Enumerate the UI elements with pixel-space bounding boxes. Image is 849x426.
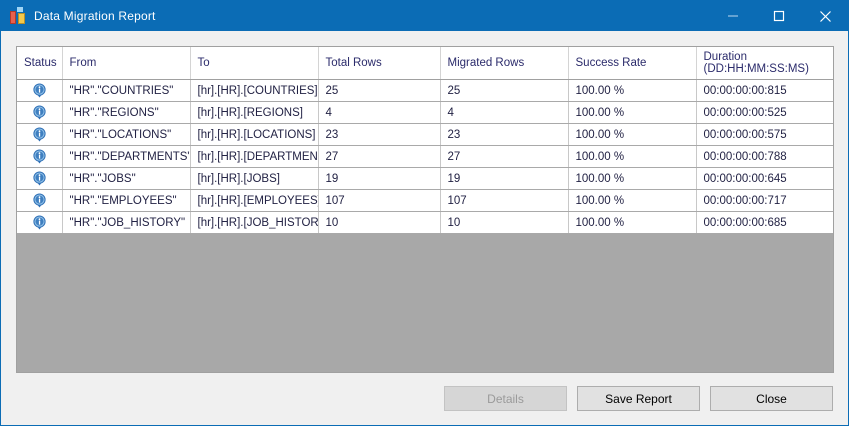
column-header-duration[interactable]: Duration (DD:HH:MM:SS:MS) <box>696 47 833 80</box>
column-header-to[interactable]: To <box>190 47 319 80</box>
column-header-status[interactable]: Status <box>17 47 63 80</box>
cell-total-rows: 107 <box>318 189 441 212</box>
table-row[interactable]: "HR"."DEPARTMENTS" [hr].[HR].[DEPARTMENT… <box>17 145 833 168</box>
table-row[interactable]: "HR"."EMPLOYEES" [hr].[HR].[EMPLOYEES] 1… <box>17 189 833 212</box>
cell-duration: 00:00:00:00:575 <box>696 123 833 146</box>
minimize-button[interactable] <box>710 1 756 31</box>
chart-bars-icon <box>9 7 27 25</box>
cell-migrated-rows: 4 <box>440 101 569 124</box>
cell-from: "HR"."JOB_HISTORY" <box>62 211 191 234</box>
table-row[interactable]: "HR"."COUNTRIES" [hr].[HR].[COUNTRIES] 2… <box>17 79 833 102</box>
status-cell <box>17 79 63 102</box>
cell-total-rows: 25 <box>318 79 441 102</box>
window-controls <box>710 1 848 31</box>
cell-to: [hr].[HR].[JOB_HISTORY] <box>190 211 319 234</box>
cell-total-rows: 10 <box>318 211 441 234</box>
table-row[interactable]: "HR"."JOB_HISTORY" [hr].[HR].[JOB_HISTOR… <box>17 211 833 234</box>
cell-duration: 00:00:00:00:645 <box>696 167 833 190</box>
status-cell <box>17 101 63 124</box>
window-title: Data Migration Report <box>34 9 156 23</box>
column-header-migrated-rows[interactable]: Migrated Rows <box>440 47 569 80</box>
status-cell <box>17 211 63 234</box>
cell-success-rate: 100.00 % <box>568 123 697 146</box>
table-row[interactable]: "HR"."JOBS" [hr].[HR].[JOBS] 19 19 100.0… <box>17 167 833 190</box>
details-button[interactable]: Details <box>444 386 567 411</box>
cell-duration: 00:00:00:00:815 <box>696 79 833 102</box>
column-header-total-rows[interactable]: Total Rows <box>318 47 441 80</box>
cell-duration: 00:00:00:00:788 <box>696 145 833 168</box>
cell-migrated-rows: 27 <box>440 145 569 168</box>
table-row[interactable]: "HR"."LOCATIONS" [hr].[HR].[LOCATIONS] 2… <box>17 123 833 146</box>
client-area: Status From To Total Rows Migrated Rows … <box>1 31 848 425</box>
cell-from: "HR"."LOCATIONS" <box>62 123 191 146</box>
cell-success-rate: 100.00 % <box>568 167 697 190</box>
table-body: "HR"."COUNTRIES" [hr].[HR].[COUNTRIES] 2… <box>17 79 833 234</box>
cell-success-rate: 100.00 % <box>568 101 697 124</box>
results-table: Status From To Total Rows Migrated Rows … <box>17 47 833 234</box>
info-icon <box>32 105 47 121</box>
table-row[interactable]: "HR"."REGIONS" [hr].[HR].[REGIONS] 4 4 1… <box>17 101 833 124</box>
cell-from: "HR"."DEPARTMENTS" <box>62 145 191 168</box>
cell-to: [hr].[HR].[LOCATIONS] <box>190 123 319 146</box>
cell-total-rows: 23 <box>318 123 441 146</box>
title-bar: Data Migration Report <box>1 1 848 31</box>
cell-to: [hr].[HR].[DEPARTMENTS] <box>190 145 319 168</box>
cell-success-rate: 100.00 % <box>568 79 697 102</box>
cell-duration: 00:00:00:00:525 <box>696 101 833 124</box>
status-cell <box>17 167 63 190</box>
close-button[interactable] <box>802 1 848 31</box>
cell-total-rows: 19 <box>318 167 441 190</box>
status-cell <box>17 145 63 168</box>
cell-migrated-rows: 107 <box>440 189 569 212</box>
info-icon <box>32 193 47 209</box>
cell-to: [hr].[HR].[COUNTRIES] <box>190 79 319 102</box>
cell-duration: 00:00:00:00:717 <box>696 189 833 212</box>
info-icon <box>32 127 47 143</box>
cell-duration: 00:00:00:00:685 <box>696 211 833 234</box>
cell-to: [hr].[HR].[EMPLOYEES] <box>190 189 319 212</box>
cell-success-rate: 100.00 % <box>568 189 697 212</box>
cell-success-rate: 100.00 % <box>568 211 697 234</box>
cell-total-rows: 27 <box>318 145 441 168</box>
cell-success-rate: 100.00 % <box>568 145 697 168</box>
cell-migrated-rows: 23 <box>440 123 569 146</box>
info-icon <box>32 83 47 99</box>
cell-migrated-rows: 19 <box>440 167 569 190</box>
status-cell <box>17 189 63 212</box>
dialog-button-row: Details Save Report Close <box>444 386 833 411</box>
column-header-success-rate[interactable]: Success Rate <box>568 47 697 80</box>
info-icon <box>32 215 47 231</box>
column-header-from[interactable]: From <box>62 47 191 80</box>
migration-results-grid[interactable]: Status From To Total Rows Migrated Rows … <box>16 46 834 373</box>
cell-migrated-rows: 10 <box>440 211 569 234</box>
close-dialog-button[interactable]: Close <box>710 386 833 411</box>
cell-migrated-rows: 25 <box>440 79 569 102</box>
cell-from: "HR"."COUNTRIES" <box>62 79 191 102</box>
status-cell <box>17 123 63 146</box>
cell-to: [hr].[HR].[REGIONS] <box>190 101 319 124</box>
cell-from: "HR"."EMPLOYEES" <box>62 189 191 212</box>
info-icon <box>32 171 47 187</box>
cell-to: [hr].[HR].[JOBS] <box>190 167 319 190</box>
info-icon <box>32 149 47 165</box>
table-header-row: Status From To Total Rows Migrated Rows … <box>17 47 833 80</box>
cell-from: "HR"."REGIONS" <box>62 101 191 124</box>
save-report-button[interactable]: Save Report <box>577 386 700 411</box>
cell-total-rows: 4 <box>318 101 441 124</box>
maximize-button[interactable] <box>756 1 802 31</box>
cell-from: "HR"."JOBS" <box>62 167 191 190</box>
